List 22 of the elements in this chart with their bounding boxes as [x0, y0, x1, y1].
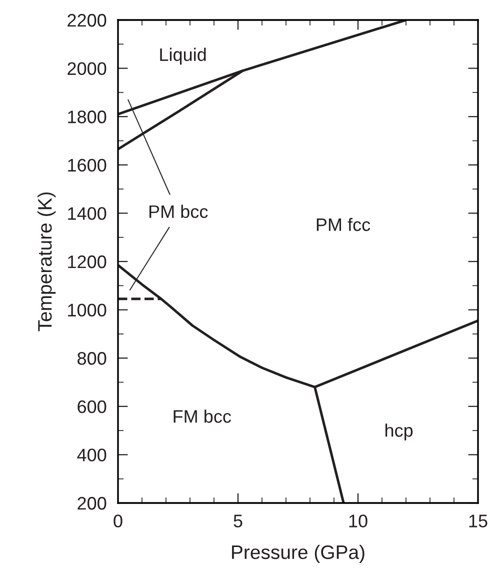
x-tick-label: 0	[114, 514, 122, 528]
y-tick-label: 800	[78, 352, 106, 365]
y-tick-label: 1000	[68, 304, 106, 317]
annotation: Liquid	[160, 48, 206, 65]
y-tick-label: 1600	[68, 158, 106, 172]
y-tick-label: 2200	[68, 14, 106, 27]
y-tick-label: 1800	[68, 110, 106, 124]
x-tick-label: 5	[234, 514, 242, 528]
x-axis-title: Pressure (GPa)	[232, 544, 364, 563]
y-axis-title: Temperature (K)	[37, 192, 56, 332]
y-tick-label: 400	[77, 448, 106, 462]
y-tick-label: 1400	[68, 207, 106, 220]
y-tick-label: 1200	[68, 255, 106, 268]
annotation: hcp	[386, 424, 413, 440]
y-tick-label: 2000	[68, 62, 106, 76]
x-tick-label: 15	[469, 514, 488, 528]
y-tick-label: 600	[78, 400, 106, 414]
annotation: PM bcc	[150, 204, 208, 218]
annotation: PM fcc	[316, 218, 370, 232]
annotation: FM bcc	[174, 410, 231, 423]
y-tick-label: 200	[78, 496, 106, 510]
x-tick-label: 10	[349, 514, 368, 528]
